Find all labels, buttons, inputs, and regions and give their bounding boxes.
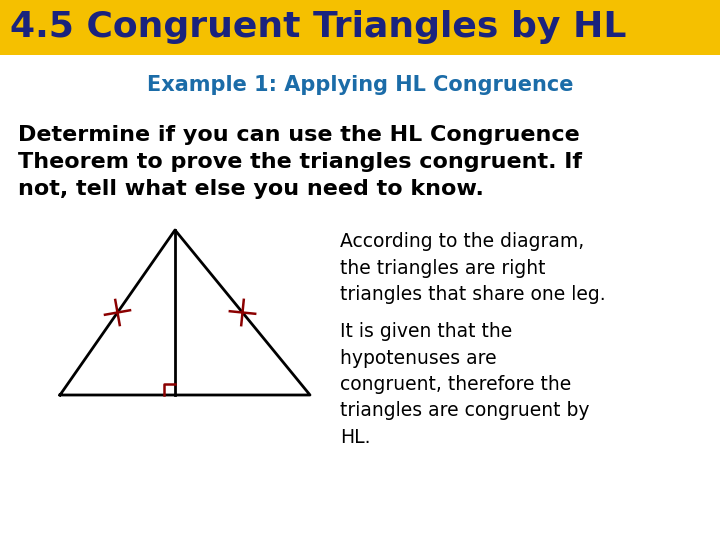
Text: 4.5 Congruent Triangles by HL: 4.5 Congruent Triangles by HL xyxy=(10,10,626,44)
Bar xyxy=(0,0,720,55)
Text: It is given that the
hypotenuses are
congruent, therefore the
triangles are cong: It is given that the hypotenuses are con… xyxy=(340,322,590,447)
Text: Example 1: Applying HL Congruence: Example 1: Applying HL Congruence xyxy=(147,75,573,95)
Text: According to the diagram,
the triangles are right
triangles that share one leg.: According to the diagram, the triangles … xyxy=(340,232,606,304)
Text: Determine if you can use the HL Congruence
Theorem to prove the triangles congru: Determine if you can use the HL Congruen… xyxy=(18,125,582,199)
